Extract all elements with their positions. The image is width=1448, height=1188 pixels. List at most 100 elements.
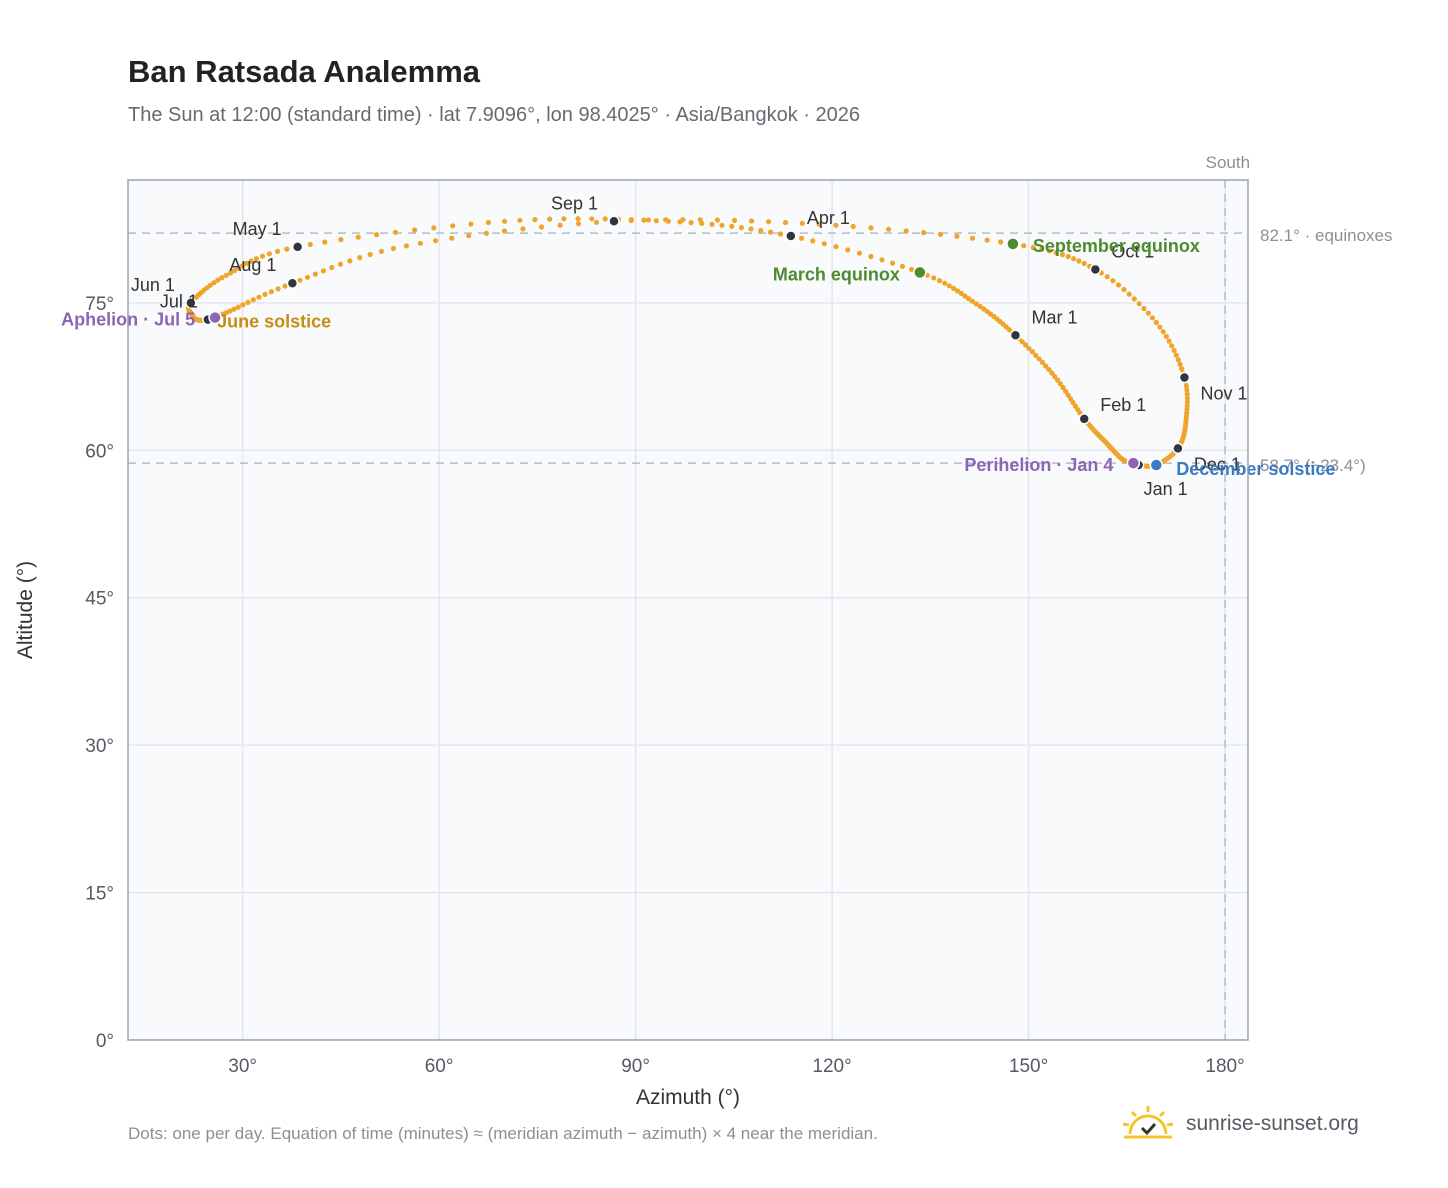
month-label: Jul 1 (160, 292, 198, 312)
daily-dot (1022, 342, 1029, 348)
daily-dot (799, 220, 805, 226)
daily-dot (1081, 260, 1087, 267)
daily-dot (367, 251, 373, 258)
daily-dot (1173, 352, 1179, 358)
daily-dot (810, 238, 816, 244)
daily-dot (547, 216, 553, 222)
daily-dot (466, 233, 472, 239)
daily-dot (1070, 399, 1076, 406)
month-marker (286, 277, 299, 289)
daily-dot (1121, 286, 1127, 293)
x-tick-label: 30° (228, 1056, 257, 1077)
daily-dot (1184, 399, 1190, 405)
daily-dot (758, 227, 764, 234)
month-label: Oct 1 (1111, 241, 1154, 261)
month-label: Jun 1 (131, 275, 175, 295)
event-marker (913, 265, 927, 280)
x-tick-label: 90° (621, 1056, 650, 1077)
daily-dot (450, 223, 456, 229)
daily-dot (575, 221, 582, 227)
month-marker (1172, 442, 1184, 455)
chart-title: Ban Ratsada Analemma (128, 54, 481, 89)
y-tick-label: 0° (96, 1031, 114, 1052)
daily-dot (1183, 383, 1189, 389)
daily-dot (262, 291, 268, 297)
daily-dot (1030, 244, 1036, 251)
daily-dot (338, 237, 344, 243)
daily-dot (1131, 296, 1137, 302)
daily-dot (337, 261, 344, 267)
daily-dot (390, 245, 396, 252)
daily-dot (248, 258, 254, 264)
month-label: Dec 1 (1194, 454, 1241, 474)
daily-dot (329, 264, 335, 271)
month-marker (185, 297, 197, 309)
daily-dot (946, 283, 952, 289)
daily-dot (899, 263, 906, 269)
daily-dot (1169, 343, 1175, 349)
daily-dot (1046, 366, 1052, 373)
daily-dot (1076, 258, 1082, 264)
event-marker (1126, 456, 1141, 470)
daily-dot (767, 229, 774, 235)
daily-dot (833, 244, 839, 250)
daily-dot (1115, 282, 1122, 288)
daily-dot (1160, 329, 1166, 335)
daily-dot (235, 304, 241, 310)
daily-dot (984, 237, 990, 243)
daily-dot (304, 274, 311, 280)
daily-dot (966, 296, 972, 302)
y-tick-label: 15° (85, 884, 114, 905)
daily-dot (729, 223, 735, 229)
daily-dot (821, 241, 827, 247)
daily-dot (1060, 384, 1066, 391)
daily-dot (653, 218, 659, 224)
daily-dot (1145, 310, 1151, 316)
daily-dot (483, 230, 489, 236)
event-marker (1149, 458, 1164, 472)
daily-dot (1059, 252, 1065, 258)
month-marker (1089, 263, 1102, 276)
month-marker (608, 215, 620, 228)
x-tick-label: 150° (1009, 1056, 1048, 1077)
daily-dot (969, 235, 976, 241)
daily-dot (373, 232, 380, 238)
daily-dot (697, 217, 703, 223)
daily-dot (1166, 338, 1172, 344)
daily-dot (378, 248, 384, 254)
month-marker (1078, 413, 1091, 425)
daily-dot (645, 217, 652, 223)
brand[interactable]: sunrise-sunset.org (1120, 1102, 1359, 1146)
daily-dot (1036, 356, 1042, 362)
daily-dot (977, 303, 983, 309)
month-label: Apr 1 (807, 208, 850, 228)
brand-name[interactable]: sunrise-sunset.org (1186, 1112, 1359, 1135)
daily-dot (244, 260, 250, 266)
daily-dot (1184, 391, 1190, 397)
daily-dot (1141, 305, 1147, 312)
daily-dot (890, 260, 896, 266)
daily-dot (1179, 366, 1185, 372)
y-axis-label: Altitude (°) (14, 561, 37, 659)
daily-dot (738, 225, 745, 231)
chart-subtitle: The Sun at 12:00 (standard time) · lat 7… (128, 104, 861, 126)
x-tick-label: 60° (425, 1056, 454, 1077)
daily-dot (766, 219, 772, 225)
daily-dot (275, 286, 281, 292)
daily-dot (868, 225, 874, 231)
daily-dot (1149, 315, 1155, 321)
month-marker (1178, 371, 1191, 384)
daily-dot (1171, 347, 1177, 354)
x-tick-label: 180° (1205, 1056, 1244, 1077)
daily-dot (951, 285, 957, 291)
daily-dot (403, 243, 409, 249)
daily-dot (501, 228, 508, 234)
daily-dot (856, 250, 863, 256)
daily-dot (954, 233, 960, 239)
month-marker (1009, 329, 1022, 342)
daily-dot (240, 302, 246, 308)
event-label: December solstice (1176, 459, 1335, 479)
daily-dot (602, 216, 608, 222)
daily-dot (1029, 349, 1035, 355)
